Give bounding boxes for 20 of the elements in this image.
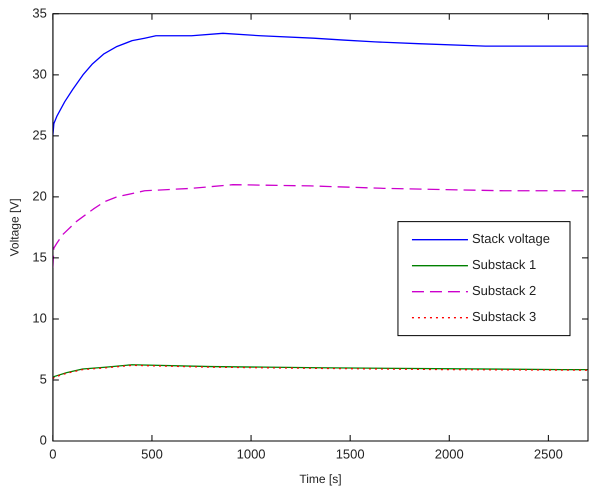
legend-label: Substack 3 bbox=[472, 309, 536, 324]
legend-label: Stack voltage bbox=[472, 231, 550, 246]
y-tick-label: 0 bbox=[40, 432, 47, 448]
legend-label: Substack 1 bbox=[472, 257, 536, 272]
x-tick-label: 2500 bbox=[534, 446, 563, 462]
y-tick-label: 20 bbox=[32, 188, 47, 204]
y-axis-title: Voltage [V] bbox=[8, 198, 22, 256]
y-tick-label: 10 bbox=[32, 310, 47, 326]
y-tick-label: 5 bbox=[40, 372, 47, 387]
x-tick-label: 2000 bbox=[434, 446, 464, 462]
y-tick-label: 25 bbox=[32, 127, 47, 142]
y-tick-label: 15 bbox=[32, 249, 47, 264]
x-tick-label: 0 bbox=[49, 446, 56, 462]
y-tick-label: 30 bbox=[32, 66, 47, 82]
x-axis-title: Time [s] bbox=[299, 472, 342, 486]
legend-label: Substack 2 bbox=[472, 283, 536, 298]
x-tick-label: 1000 bbox=[236, 446, 266, 462]
x-tick-label: 500 bbox=[141, 446, 163, 462]
x-tick-label: 1500 bbox=[336, 446, 365, 462]
y-tick-label: 35 bbox=[32, 5, 47, 20]
